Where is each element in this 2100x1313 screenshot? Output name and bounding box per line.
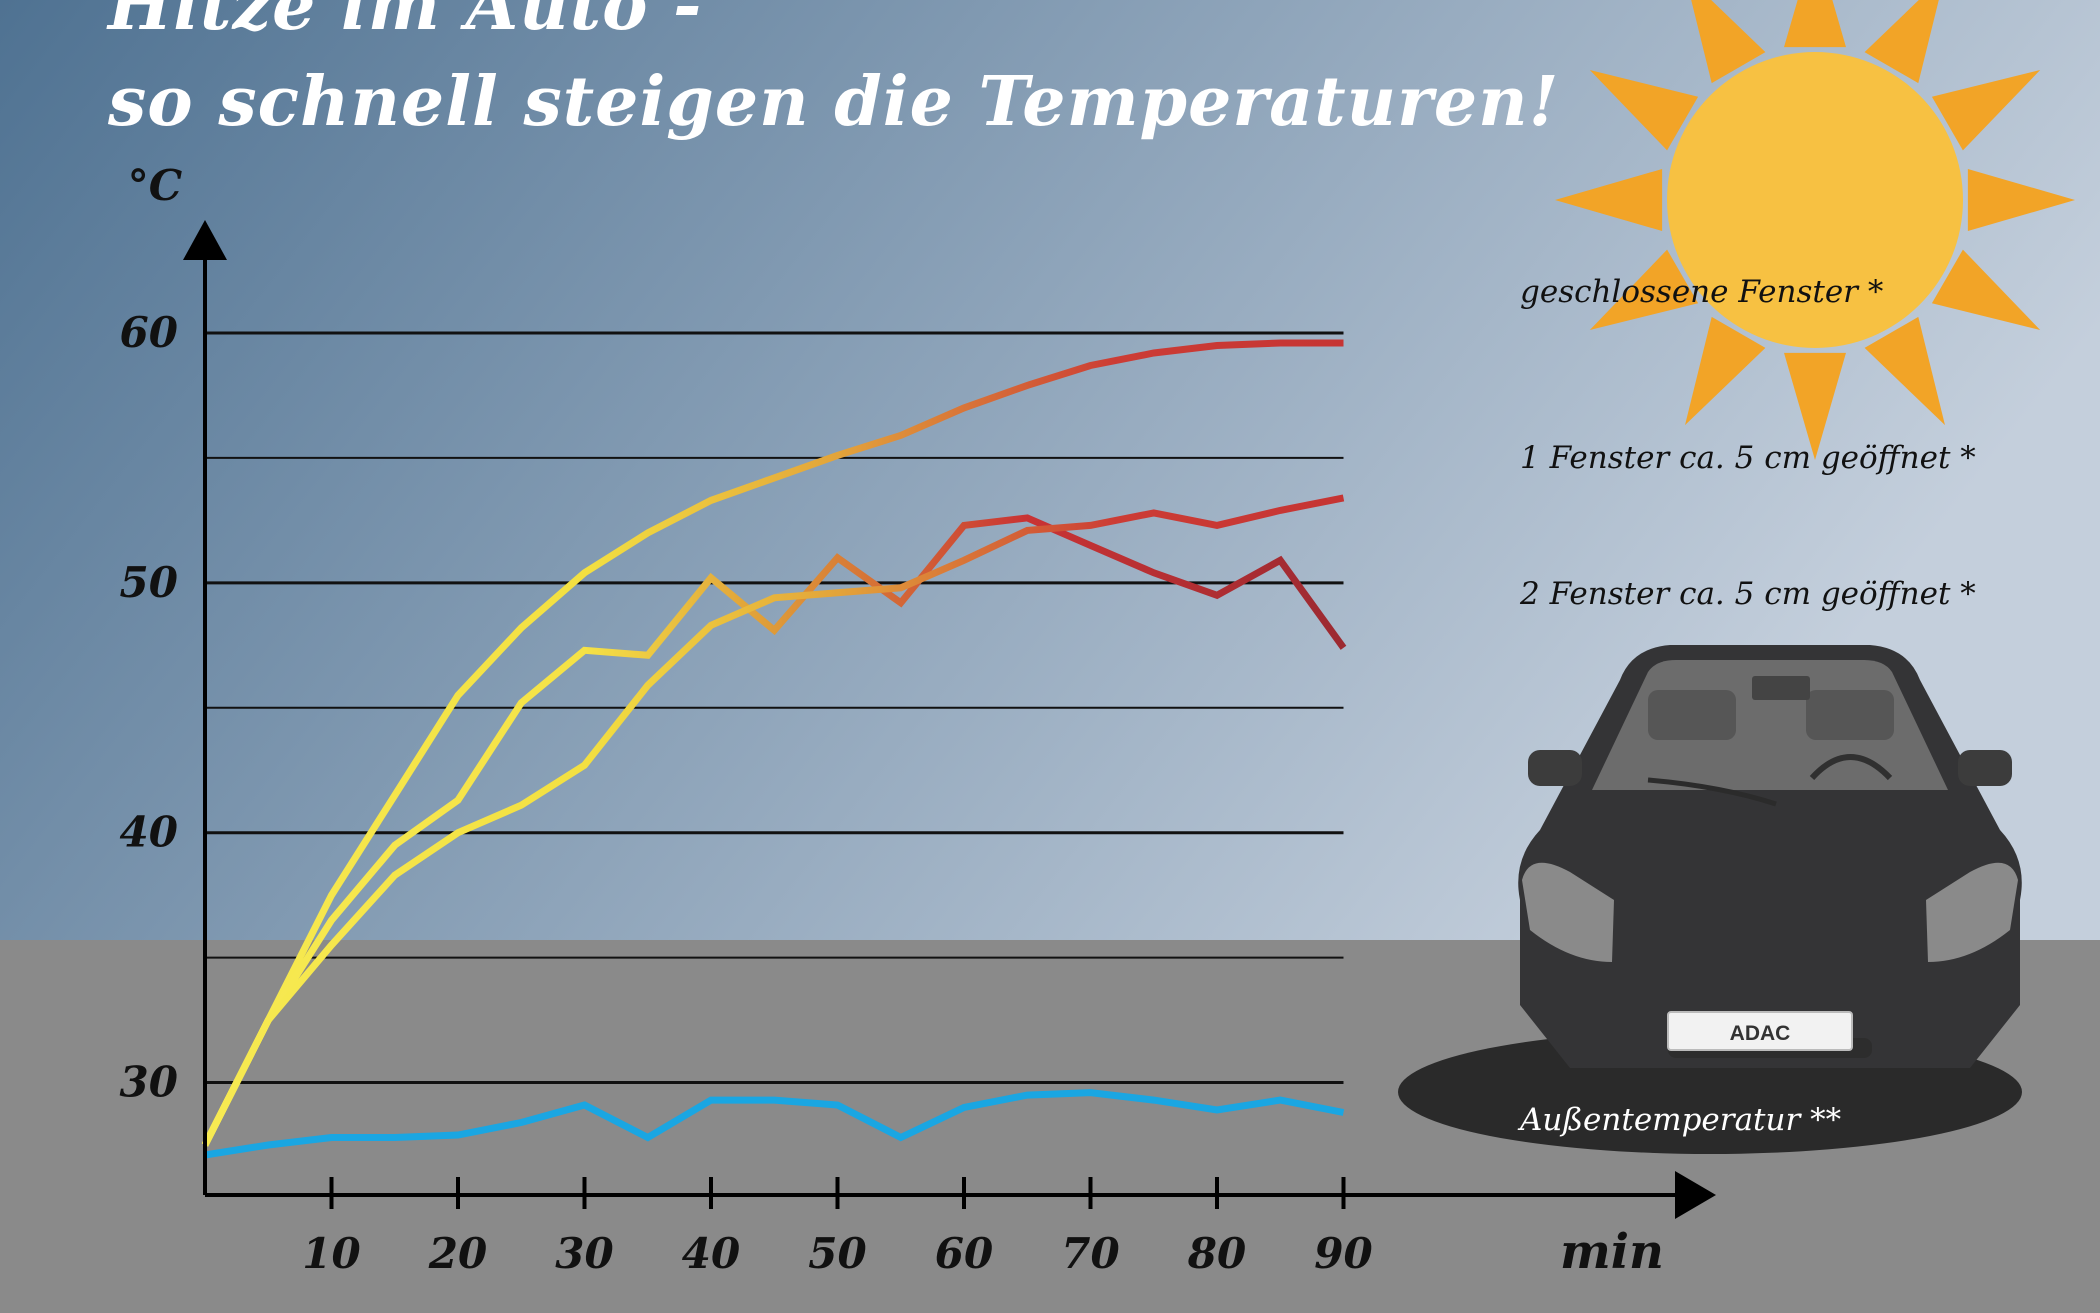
- series-line-2: [201, 514, 1347, 1147]
- y-axis-arrow: [183, 220, 227, 260]
- sun-icon: [1555, 0, 2075, 460]
- series-line-1: [201, 339, 1344, 1147]
- sun-ray: [1589, 249, 1699, 330]
- sun-ray: [1931, 249, 2041, 330]
- x-tick-label: 20: [428, 1229, 487, 1278]
- x-tick-label: 40: [682, 1229, 740, 1278]
- series-labels: geschlossene Fenster * 1 Fenster ca. 5 cm…: [1517, 274, 1976, 1138]
- license-plate-text: ADAC: [1730, 1022, 1791, 1045]
- x-tick-label: 70: [1061, 1229, 1119, 1278]
- x-tick-label: 90: [1314, 1229, 1372, 1278]
- series-label-1: geschlossene Fenster *: [1520, 274, 1883, 310]
- sun-ray: [1784, 352, 1846, 460]
- chart-title-line1: Hitze im Auto -: [108, 0, 703, 46]
- y-tick-label: 50: [120, 558, 178, 607]
- series-lines: [201, 339, 1347, 1159]
- sun-ray: [1931, 70, 2041, 151]
- x-tick-label: 10: [302, 1229, 360, 1278]
- sun-disc: [1667, 52, 1963, 348]
- sun-ray: [1864, 0, 1939, 84]
- x-tick-label: 30: [555, 1229, 613, 1278]
- x-tick-label: 80: [1187, 1229, 1246, 1278]
- sun-ray: [1685, 316, 1766, 426]
- sun-ray: [1784, 0, 1846, 48]
- sun-ray: [1589, 70, 1699, 151]
- license-plate: [1667, 1011, 1853, 1051]
- x-tick-label: 60: [935, 1229, 993, 1278]
- x-tick-label: 50: [808, 1229, 866, 1278]
- car-icon: ADAC: [1398, 645, 2022, 1154]
- tick-labels: 10 20 30 40 50 60 70 80 90 30 40 50 60 °C min: [120, 161, 1664, 1280]
- sun-ray: [1864, 316, 1945, 426]
- series-line-4: [204, 1089, 1345, 1159]
- axes: [183, 220, 1716, 1219]
- sun-ray: [1967, 169, 2075, 231]
- y-axis-label: °C: [128, 161, 183, 210]
- sun-ray: [1555, 169, 1663, 231]
- gridlines: [205, 331, 1344, 1085]
- series-label-2: 1 Fenster ca. 5 cm geöffnet *: [1520, 440, 1976, 476]
- x-axis-label: min: [1560, 1224, 1664, 1280]
- x-axis-arrow: [1675, 1171, 1716, 1219]
- y-tick-label: 40: [120, 808, 178, 857]
- series-line-3: [201, 494, 1345, 1147]
- y-tick-label: 60: [120, 308, 178, 357]
- series-label-4: Außentemperatur **: [1517, 1102, 1841, 1138]
- series-label-3: 2 Fenster ca. 5 cm geöffnet *: [1519, 576, 1976, 612]
- y-tick-label: 30: [120, 1058, 178, 1107]
- chart-title-line2: so schnell steigen die Temperaturen!: [108, 62, 1560, 142]
- sun-ray: [1691, 0, 1766, 84]
